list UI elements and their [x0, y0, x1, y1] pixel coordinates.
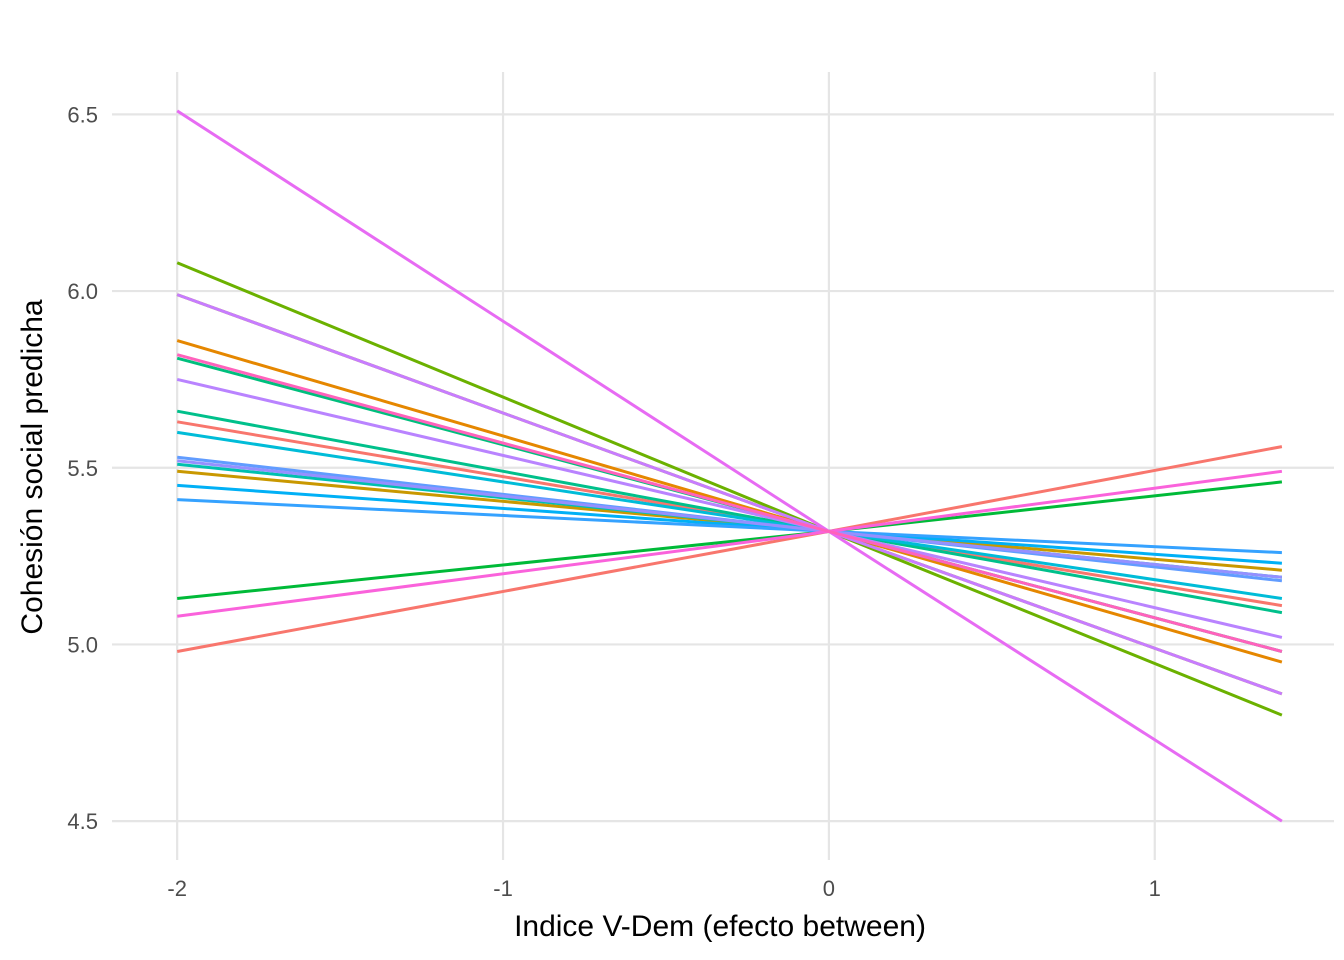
y-tick-label: 6.5 [67, 102, 98, 127]
y-axis-ticks: 4.5 5.0 5.5 6.0 6.5 [67, 102, 98, 834]
y-tick-label: 5.0 [67, 632, 98, 657]
x-tick-label: 1 [1149, 876, 1161, 901]
x-tick-label: 0 [823, 876, 835, 901]
y-axis-title: Cohesión social predicha [16, 299, 49, 635]
grid [112, 72, 1334, 860]
series-line [176, 430, 1283, 600]
series-line [176, 261, 1283, 717]
y-tick-label: 4.5 [67, 809, 98, 834]
series-lines [176, 109, 1283, 823]
y-tick-label: 5.5 [67, 456, 98, 481]
series-line [177, 455, 1283, 583]
y-tick-label: 6.0 [67, 279, 98, 304]
x-tick-label: -2 [167, 876, 187, 901]
series-line [176, 353, 1283, 653]
series-line [177, 483, 1283, 565]
x-tick-label: -1 [493, 876, 513, 901]
x-axis-title: Indice V-Dem (efecto between) [514, 910, 926, 943]
series-line [176, 109, 1283, 823]
series-line [177, 480, 1283, 600]
x-axis-ticks: -2 -1 0 1 [167, 876, 1161, 901]
